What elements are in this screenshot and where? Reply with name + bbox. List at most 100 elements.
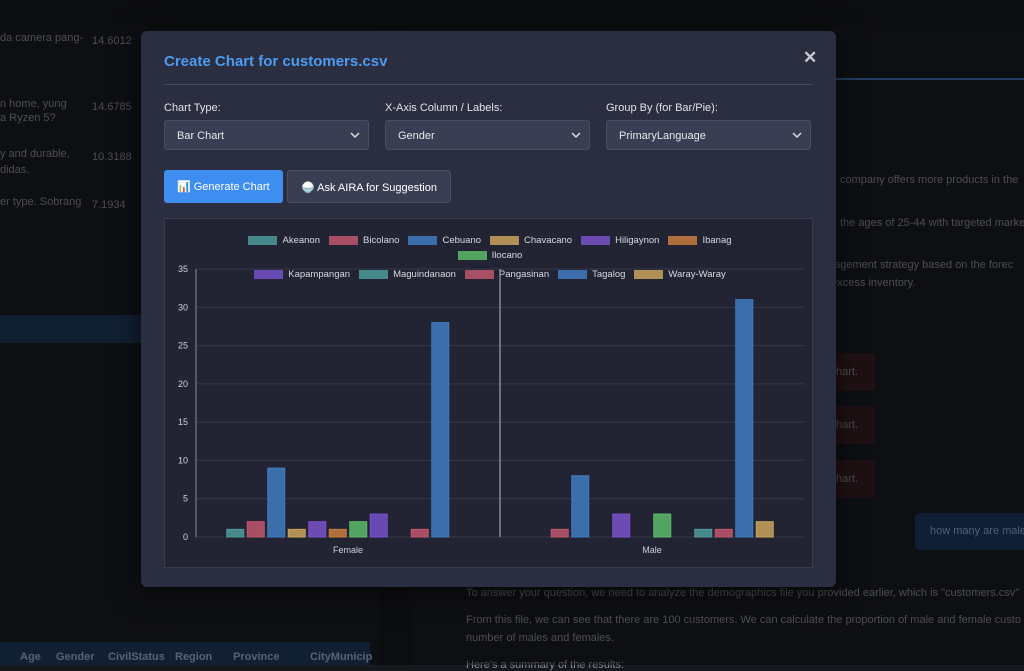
bar — [431, 322, 450, 538]
field-label: Chart Type: — [164, 102, 221, 114]
legend-swatch — [254, 270, 284, 279]
legend-label: Cebuano — [442, 235, 482, 246]
y-tick-label: 5 — [183, 494, 188, 504]
accent-line — [836, 78, 1024, 80]
y-tick-label: 0 — [183, 532, 188, 542]
hint-text: hart. — [836, 473, 859, 485]
field-label: X-Axis Column / Labels: — [385, 102, 503, 114]
user-message: how many are male — [930, 525, 1024, 537]
legend-swatch — [408, 236, 438, 245]
cell-text: didas. — [0, 164, 30, 176]
legend-item: Ibanag — [668, 235, 732, 246]
chevron — [571, 132, 581, 139]
select[interactable]: Gender — [385, 120, 590, 150]
select-value: Bar Chart — [177, 130, 225, 142]
y-tick-label: 30 — [178, 302, 188, 312]
cell-text: er type. Sobrang — [0, 196, 82, 208]
cell-text: da camera pang- — [0, 32, 84, 44]
cell-number: 14.6785 — [92, 101, 132, 113]
text-line: nagement strategy based on the forec — [828, 259, 1014, 271]
legend-swatch — [668, 236, 698, 245]
legend-swatch — [558, 270, 588, 279]
legend-item: Waray-Waray — [634, 269, 726, 280]
legend-swatch — [581, 236, 611, 245]
legend-label: Tagalog — [592, 269, 626, 280]
legend-label: Ibanag — [702, 235, 732, 246]
bar — [612, 513, 631, 538]
legend-item: Bicolano — [329, 235, 399, 246]
cell-number: 10.3188 — [92, 151, 132, 163]
header-cell: Gender — [56, 651, 95, 663]
legend-label: Kapampangan — [288, 269, 351, 280]
legend-swatch — [457, 251, 487, 260]
legend-label: Waray-Waray — [668, 269, 726, 280]
bar — [653, 513, 672, 538]
cell-text: y and durable, — [0, 148, 70, 160]
select-value: Gender — [398, 130, 435, 142]
legend-label: Bicolano — [363, 235, 400, 246]
chart: 0 5 10 15 20 25 30 35 Female Male — [178, 264, 804, 555]
select[interactable]: PrimaryLanguage — [606, 120, 811, 150]
select[interactable]: Bar Chart — [164, 120, 369, 150]
text-line: d excess inventory. — [822, 277, 916, 289]
divider — [164, 84, 813, 85]
legend-swatch — [248, 236, 278, 245]
legend-item: Maguindanaon — [359, 269, 456, 280]
bar — [755, 521, 774, 538]
hint-text: hart. — [836, 366, 859, 378]
bar — [571, 475, 590, 538]
legend-label: Chavacano — [524, 235, 573, 246]
field-label: Group By (for Bar/Pie): — [606, 102, 718, 114]
generate-button[interactable]: 📊 Generate Chart — [164, 170, 283, 203]
chevron — [792, 132, 802, 139]
legend-label: Hiligaynon — [615, 235, 660, 246]
bar — [735, 299, 754, 538]
legend-item: Ilocano — [457, 250, 522, 261]
y-tick-label: 35 — [178, 264, 188, 274]
close-button[interactable]: ✕ — [803, 48, 818, 67]
legend-swatch — [329, 236, 358, 245]
legend-swatch — [464, 270, 494, 279]
chevron — [350, 132, 360, 139]
y-tick-label: 20 — [178, 379, 188, 389]
select-value: PrimaryLanguage — [619, 130, 706, 142]
legend-item: Hiligaynon — [581, 235, 659, 246]
legend-item: Cebuano — [408, 235, 481, 246]
highlight-row — [0, 315, 141, 343]
x-tick-label: Male — [642, 545, 662, 555]
bar — [328, 528, 347, 538]
bar — [369, 513, 388, 538]
legend-item: Chavacano — [490, 235, 572, 246]
bar — [267, 467, 286, 538]
bar — [714, 528, 733, 538]
bar — [308, 521, 327, 538]
y-tick-label: 10 — [178, 455, 188, 465]
legend-item: Kapampangan — [254, 269, 350, 280]
bar — [694, 528, 713, 538]
bar — [410, 528, 429, 538]
suggest-button[interactable]: 🍚 Ask AIRA for Suggestion — [287, 170, 451, 203]
table-header-bar — [0, 642, 370, 665]
cell-number: 14.6012 — [92, 35, 132, 47]
header-cell: CityMunicip — [310, 651, 373, 663]
header-cell: Age — [20, 651, 41, 663]
header-cell: CivilStatus — [108, 651, 165, 663]
chart-box: Akeanon Bicolano Cebuano Chavacano Hiligayno… — [164, 218, 813, 568]
legend-label: Maguindanaon — [393, 269, 456, 280]
legend-swatch — [490, 236, 520, 245]
legend-item: Akeanon — [248, 235, 320, 246]
legend-item: Tagalog — [558, 269, 625, 280]
legend: Akeanon Bicolano Cebuano Chavacano Hiligayno… — [220, 235, 760, 280]
bar — [550, 528, 569, 538]
bar — [226, 528, 245, 538]
modal: Create Chart for customers.csv ✕ Chart T… — [141, 31, 836, 587]
x-tick-label: Female — [333, 545, 363, 555]
y-tick-label: 25 — [178, 341, 188, 351]
bar — [246, 521, 265, 538]
answer-line: From this file, we can see that there ar… — [466, 614, 1021, 626]
hint-text: hart. — [836, 419, 859, 431]
header-cell: Province — [233, 651, 280, 663]
cell-text: n home, yung — [0, 98, 67, 110]
cell-number: 7.1934 — [92, 199, 126, 211]
